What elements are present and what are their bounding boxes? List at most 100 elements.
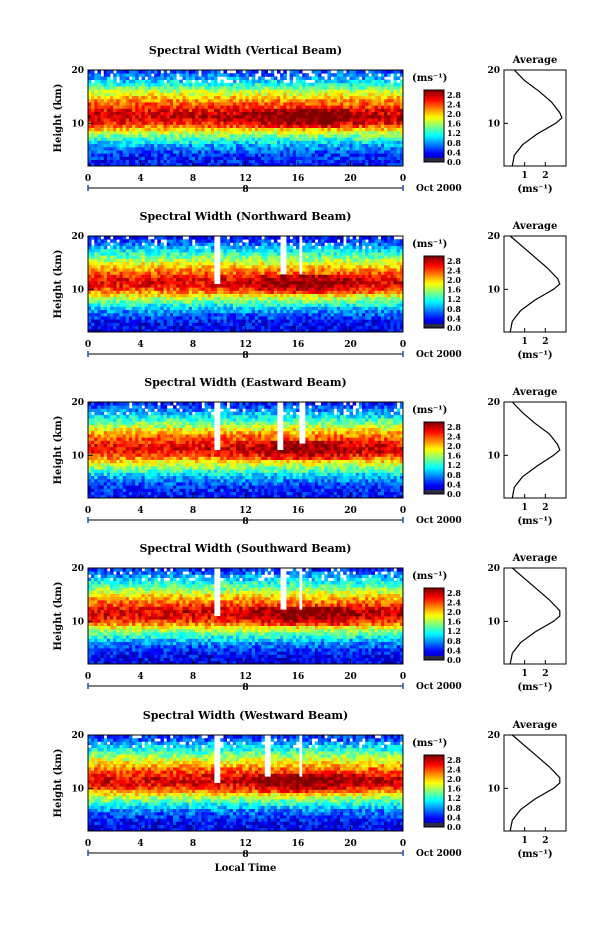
heatmap-cell bbox=[169, 70, 174, 74]
heatmap-cell bbox=[264, 162, 268, 167]
heatmap-cell bbox=[223, 287, 227, 291]
heatmap-cell bbox=[333, 319, 338, 323]
heatmap-cell bbox=[245, 268, 250, 272]
heatmap-cell bbox=[380, 287, 385, 291]
heatmap-cell bbox=[242, 76, 246, 80]
heatmap-cell bbox=[97, 312, 101, 317]
heatmap-cell bbox=[191, 271, 196, 275]
heatmap-cell bbox=[195, 316, 199, 320]
heatmap-cell bbox=[122, 70, 127, 74]
heatmap-cell bbox=[343, 89, 347, 93]
heatmap-cell bbox=[270, 111, 275, 116]
heatmap-cell bbox=[173, 300, 177, 304]
heatmap-cell bbox=[160, 153, 164, 157]
heatmap-cell bbox=[248, 108, 253, 112]
heatmap-cell bbox=[204, 127, 209, 132]
heatmap-cell bbox=[226, 118, 231, 122]
heatmap-cell bbox=[305, 284, 309, 288]
heatmap-cell bbox=[232, 79, 237, 84]
heatmap-cell bbox=[210, 70, 215, 74]
heatmap-cell bbox=[374, 143, 379, 148]
heatmap-cell bbox=[195, 70, 199, 74]
heatmap-cell bbox=[242, 105, 246, 109]
heatmap-cell bbox=[289, 322, 294, 326]
heatmap-cell bbox=[229, 277, 234, 282]
heatmap-cell bbox=[251, 134, 256, 138]
heatmap-cell bbox=[371, 322, 376, 326]
heatmap-cell bbox=[147, 146, 152, 151]
heatmap-cell bbox=[358, 137, 363, 141]
heatmap-cell bbox=[302, 303, 306, 307]
heatmap-cell bbox=[248, 143, 253, 148]
heatmap-cell bbox=[242, 306, 246, 310]
heatmap-cell bbox=[258, 153, 262, 157]
heatmap-cell bbox=[179, 325, 183, 330]
heatmap-cell bbox=[119, 118, 124, 122]
heatmap-cell bbox=[179, 328, 183, 333]
heatmap-cell bbox=[317, 303, 322, 307]
heatmap-cell bbox=[248, 92, 253, 96]
heatmap-cell bbox=[91, 76, 95, 80]
heatmap-cell bbox=[371, 156, 376, 160]
heatmap-cell bbox=[283, 95, 287, 100]
heatmap-cell bbox=[204, 121, 209, 125]
heatmap-cell bbox=[362, 156, 366, 160]
heatmap-cell bbox=[154, 79, 158, 84]
heatmap-cell bbox=[160, 303, 164, 307]
heatmap-cell bbox=[355, 134, 360, 138]
heatmap-cell bbox=[343, 328, 347, 333]
heatmap-cell bbox=[204, 118, 209, 122]
heatmap-cell bbox=[368, 92, 372, 96]
heatmap-cell bbox=[173, 98, 177, 103]
heatmap-cell bbox=[232, 316, 237, 320]
heatmap-cell bbox=[251, 108, 256, 112]
heatmap-cell bbox=[125, 162, 130, 167]
heatmap-cell bbox=[330, 124, 335, 128]
heatmap-cell bbox=[214, 309, 218, 314]
heatmap-cell bbox=[138, 73, 142, 77]
heatmap-cell bbox=[330, 280, 335, 285]
heatmap-cell bbox=[254, 105, 259, 109]
heatmap-cell bbox=[292, 146, 297, 151]
heatmap-cell bbox=[343, 146, 347, 151]
heatmap-cell bbox=[286, 306, 290, 310]
heatmap-cell bbox=[393, 143, 398, 148]
heatmap-cell bbox=[264, 268, 268, 272]
heatmap-cell bbox=[198, 162, 202, 167]
heatmap-cell bbox=[362, 296, 366, 301]
heatmap-cell bbox=[151, 312, 155, 317]
heatmap-cell bbox=[116, 98, 120, 103]
heatmap-cell bbox=[110, 89, 114, 93]
heatmap-cell bbox=[204, 124, 209, 128]
heatmap-cell bbox=[308, 118, 313, 122]
heatmap-cell bbox=[295, 274, 300, 278]
heatmap-cell bbox=[122, 300, 127, 304]
heatmap-cell bbox=[387, 268, 391, 272]
heatmap-cell bbox=[352, 153, 357, 157]
heatmap-cell bbox=[362, 328, 366, 333]
heatmap-cell bbox=[242, 319, 246, 323]
heatmap-cell bbox=[166, 98, 171, 103]
heatmap-cell bbox=[346, 159, 350, 164]
heatmap-cell bbox=[299, 280, 303, 285]
heatmap-cell bbox=[251, 162, 256, 167]
heatmap-cell bbox=[97, 121, 101, 125]
heatmap-cell bbox=[336, 76, 341, 80]
heatmap-cell bbox=[343, 309, 347, 314]
heatmap-cell bbox=[144, 143, 149, 148]
heatmap-cell bbox=[179, 290, 183, 294]
heatmap-cell bbox=[226, 287, 231, 291]
heatmap-cell bbox=[362, 86, 366, 90]
heatmap-cell bbox=[267, 268, 272, 272]
heatmap-cell bbox=[355, 287, 360, 291]
heatmap-cell bbox=[355, 86, 360, 90]
heatmap-cell bbox=[377, 293, 382, 298]
heatmap-cell bbox=[88, 162, 92, 167]
heatmap-cell bbox=[380, 153, 385, 157]
heatmap-cell bbox=[314, 290, 319, 294]
heatmap-cell bbox=[173, 95, 177, 100]
heatmap-cell bbox=[305, 156, 309, 160]
heatmap-cell bbox=[242, 150, 246, 154]
heatmap-cell bbox=[204, 92, 209, 96]
heatmap-cell bbox=[226, 105, 231, 109]
